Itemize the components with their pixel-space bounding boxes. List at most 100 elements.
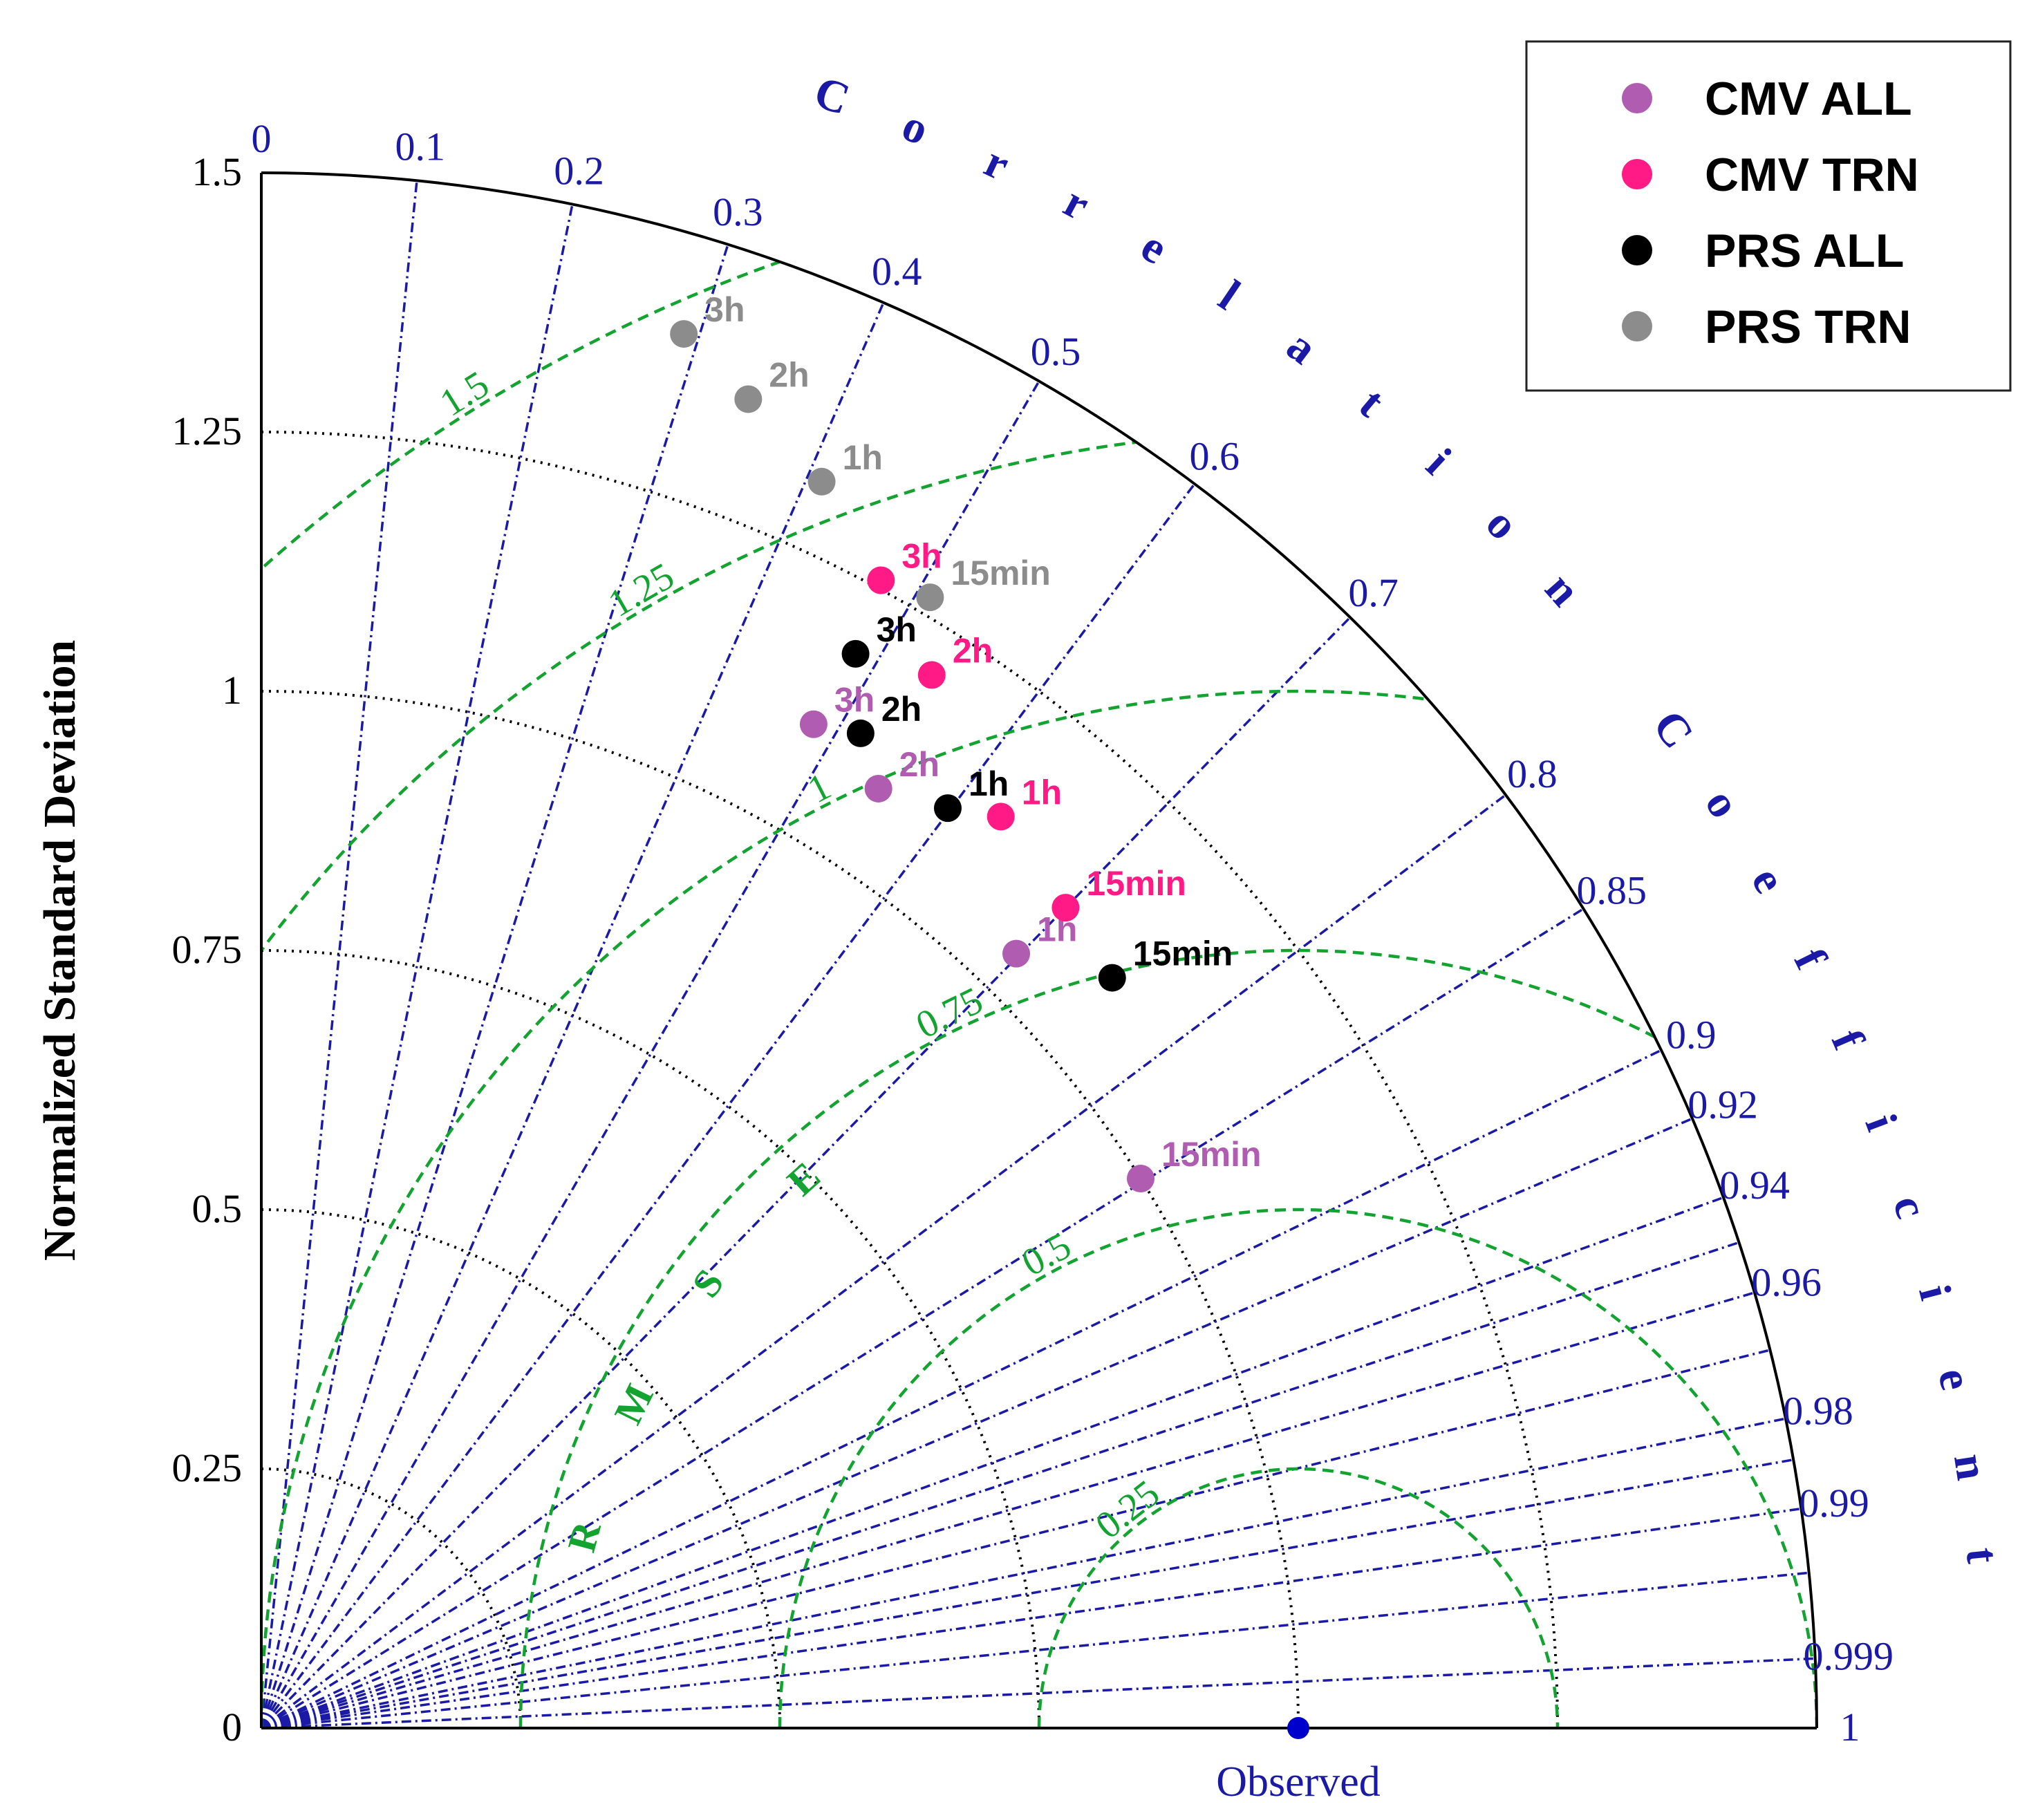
correlation-tick-label: 0.96 — [1751, 1260, 1822, 1305]
correlation-tick-label: 0.9 — [1666, 1012, 1717, 1057]
data-point — [807, 467, 836, 496]
rmse-title-char: S — [683, 1261, 732, 1306]
correlation-title-char: C — [808, 66, 856, 125]
correlation-ray — [261, 1241, 1740, 1729]
point-label: 15min — [1161, 1135, 1262, 1174]
correlation-tick-label: 0.85 — [1577, 867, 1647, 912]
correlation-title-char: n — [1944, 1451, 1998, 1483]
correlation-title-char: i — [1417, 439, 1460, 485]
rmse-title-char: R — [559, 1516, 610, 1556]
correlation-title-char: C — [1643, 702, 1703, 758]
correlation-title-char: t — [1956, 1546, 2008, 1566]
data-point — [916, 583, 944, 612]
correlation-title-char: r — [977, 136, 1017, 191]
correlation-title-char: i — [1909, 1280, 1961, 1305]
outer-arc — [261, 171, 1818, 1729]
correlation-title-char: a — [1278, 320, 1326, 374]
correlation-title-char: t — [1349, 378, 1394, 426]
point-label: 3h — [704, 290, 745, 329]
correlation-ray — [261, 1291, 1755, 1729]
rmse-arc — [261, 689, 1817, 1728]
rmse-arc — [778, 1208, 1817, 1728]
correlation-tick-label: 0.98 — [1783, 1389, 1853, 1434]
data-point — [734, 385, 763, 413]
correlation-ray — [261, 1196, 1724, 1729]
data-point — [841, 639, 870, 668]
std-tick-label: 0.5 — [192, 1186, 243, 1231]
data-point — [864, 774, 892, 803]
correlation-ray — [261, 1507, 1802, 1729]
legend-label: PRS ALL — [1705, 225, 1904, 277]
correlation-tick-label: 0.6 — [1190, 434, 1240, 479]
correlation-title-char: e — [1928, 1364, 1981, 1394]
correlation-ray — [260, 180, 418, 1729]
std-arc — [261, 949, 1040, 1729]
correlation-ray — [260, 380, 1040, 1729]
rmse-arc — [261, 430, 1817, 1728]
correlation-tick-label: 0.1 — [395, 124, 446, 169]
correlation-title-char: i — [1855, 1107, 1907, 1137]
correlation-title-char: e — [1132, 221, 1176, 274]
data-point — [917, 661, 946, 689]
correlation-tick-label: 0.92 — [1688, 1082, 1758, 1127]
point-label: 2h — [881, 690, 922, 729]
rmse-title-char: E — [778, 1153, 828, 1204]
rmse-arc — [518, 948, 1817, 1728]
correlation-ray — [261, 1458, 1794, 1729]
correlation-ray — [261, 908, 1584, 1729]
data-point — [799, 710, 828, 738]
std-tick-label: 0.75 — [172, 927, 243, 972]
rmse-title-char: M — [606, 1377, 662, 1431]
correlation-ray — [261, 1417, 1786, 1729]
rmse-arc-label: 1.5 — [433, 363, 496, 425]
correlation-tick-label: 0.4 — [872, 249, 922, 294]
legend-marker — [1622, 83, 1652, 113]
point-label: 1h — [969, 764, 1009, 803]
data-point — [1002, 939, 1031, 968]
rmse-arc-label: 1.25 — [601, 554, 682, 626]
y-axis-label: Normalized Standard Deviation — [35, 640, 85, 1261]
point-label: 15min — [951, 554, 1051, 592]
correlation-ray — [260, 244, 729, 1729]
data-point — [1098, 964, 1126, 992]
correlation-tick-label: 1 — [1840, 1705, 1860, 1749]
point-label: 15min — [1133, 935, 1233, 973]
correlation-tick-label: 0.8 — [1507, 751, 1558, 796]
data-point — [1127, 1165, 1154, 1193]
data-point — [1051, 894, 1080, 922]
correlation-tick-label: 0.7 — [1348, 570, 1399, 615]
std-tick-label: 1.5 — [192, 149, 243, 194]
correlation-title-char: c — [1883, 1190, 1937, 1224]
correlation-ray — [261, 1571, 1809, 1729]
correlation-tick-label: 0.99 — [1799, 1481, 1869, 1526]
rmse-arc-label: 0.5 — [1015, 1224, 1078, 1285]
correlation-title-char: f — [1822, 1023, 1874, 1058]
correlation-ray — [261, 1349, 1770, 1729]
legend-marker — [1622, 311, 1652, 341]
legend-marker — [1622, 159, 1652, 189]
legend-marker — [1622, 235, 1652, 265]
point-label: 3h — [834, 681, 875, 720]
correlation-ray — [260, 616, 1352, 1729]
legend-label: PRS TRN — [1705, 301, 1911, 353]
correlation-title-char: o — [895, 100, 935, 155]
std-tick-label: 0 — [222, 1705, 242, 1749]
std-tick-label: 1 — [222, 668, 242, 713]
correlation-title-char: n — [1535, 563, 1590, 616]
point-label: 2h — [953, 631, 993, 670]
point-label: 15min — [1086, 864, 1186, 903]
rmse-arc-label: 1 — [801, 764, 838, 812]
correlation-title-char: o — [1476, 498, 1528, 550]
rmse-arc — [1037, 1467, 1560, 1728]
points-layer: 15min1h2h3h15min1h2h3h15min1h2h3h15min1h… — [670, 290, 1309, 1739]
rmse-arc-label: 0.25 — [1087, 1472, 1167, 1547]
std-tick-label: 1.25 — [172, 409, 243, 453]
correlation-ray — [260, 794, 1507, 1729]
correlation-ray — [261, 1117, 1693, 1729]
correlation-ray — [260, 302, 885, 1729]
correlation-ray — [261, 1657, 1815, 1729]
observed-label: Observed — [1216, 1758, 1381, 1805]
legend-label: CMV ALL — [1705, 73, 1912, 125]
